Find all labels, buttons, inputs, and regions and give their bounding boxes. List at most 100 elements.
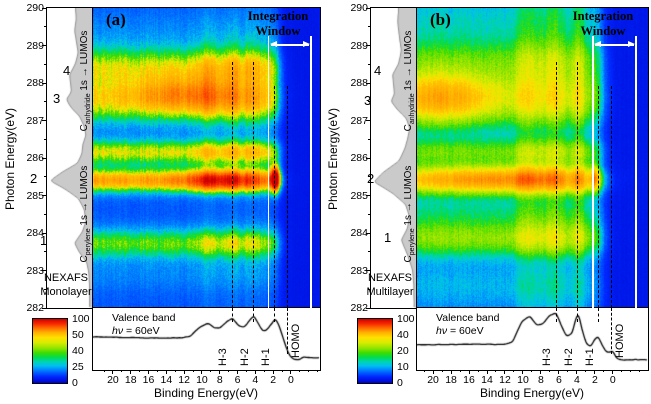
marker-line-map-b-H-2 — [577, 62, 579, 308]
x-tick-a-8 — [219, 370, 221, 374]
integration-window-left-line-a — [267, 36, 270, 308]
x-tick-label-a-12: 12 — [178, 374, 190, 386]
y-tick-b-288.5 — [368, 63, 371, 65]
integration-window-line2-b: Window — [580, 24, 626, 38]
marker-label-a-HOMO: HOMO — [289, 323, 302, 358]
marker-label-b-H-3: H-3 — [541, 348, 554, 366]
integration-window-title-a: Integration Window — [232, 9, 324, 39]
transition-label-a-perylene: Cperylene 1s → LUMOs — [79, 149, 93, 279]
integration-window-left-line-b — [592, 36, 594, 308]
y-tick-b-282 — [366, 307, 371, 309]
valence-band-curve-a — [93, 308, 320, 370]
colorbar-label-b-10: 10 — [397, 361, 409, 373]
x-tick-b-2 — [594, 370, 596, 374]
transition-suffix: 1s → LUMOs — [403, 165, 414, 229]
y-tick-a-286.5 — [44, 138, 47, 140]
x-tick-b-6 — [558, 370, 560, 374]
x-tick-a-13 — [174, 370, 176, 372]
x-tick-b-3 — [585, 370, 587, 372]
transition-prefix: C — [79, 124, 90, 132]
nexafs-strip-a — [46, 7, 93, 309]
marker-label-b-H-1: H-1 — [583, 348, 596, 366]
valence-band-panel-b — [416, 307, 649, 371]
x-tick-b-19 — [441, 370, 443, 372]
integration-window-line1-b: Integration — [572, 9, 634, 23]
valence-band-curve-b — [417, 308, 648, 370]
x-tick-b-7 — [549, 370, 551, 372]
colorbar-label-b-100: 100 — [397, 313, 415, 325]
marker-line-vb-a-H-1 — [274, 308, 276, 322]
x-tick-a--1 — [299, 370, 301, 372]
arrow-left-icon-a — [269, 41, 277, 47]
transition-label-a-anhydride: Canhydride 1s → LUMOs — [79, 16, 93, 146]
marker-line-map-a-HOMO — [287, 86, 289, 308]
integration-window-line1-a: Integration — [247, 9, 309, 23]
integration-window-line2-a: Window — [255, 24, 301, 38]
sample-caption-b: Multilayer — [366, 286, 414, 298]
y-tick-label-a-289: 289 — [26, 39, 44, 52]
transition-subscript: perylene — [85, 228, 92, 256]
nexafs-curve-b — [371, 8, 417, 308]
y-tick-label-b-284: 284 — [350, 227, 368, 239]
x-tick-label-b-10: 10 — [517, 374, 529, 386]
x-tick-a-7 — [228, 370, 230, 372]
panel-label-a: (a) — [106, 10, 126, 29]
colorbar-b — [357, 318, 393, 384]
arrow-left-icon-b — [594, 41, 602, 47]
marker-line-vb-a-H-2 — [253, 308, 255, 322]
integration-window-title-b: Integration Window — [557, 9, 649, 39]
y-tick-a-290 — [42, 7, 47, 9]
y-tick-a-283 — [42, 270, 47, 271]
respes-map-b — [416, 7, 649, 309]
x-tick-a-4 — [254, 370, 256, 374]
x-tick-a-21 — [103, 370, 105, 372]
y-tick-b-283.5 — [368, 251, 371, 253]
arrow-right-icon-b — [628, 41, 636, 47]
x-tick-b-5 — [567, 370, 569, 372]
y-tick-label-a-282: 282 — [26, 302, 44, 314]
x-tick-label-b-20: 20 — [427, 374, 439, 386]
nexafs-peak-label-b-4: 4 — [374, 62, 382, 78]
respes-heatmap-a — [93, 8, 320, 308]
x-tick-a-16 — [148, 370, 150, 374]
marker-line-vb-a-H-3 — [231, 308, 233, 322]
colorbar-label-b-40: 40 — [397, 329, 409, 341]
respes-map-a — [92, 7, 321, 309]
x-tick-label-b-14: 14 — [481, 374, 493, 386]
nexafs-caption-a: NEXAFS — [43, 272, 88, 284]
binding-energy-axis-label-a: Binding Energy(eV) — [153, 386, 259, 400]
sample-caption-a: Monolayer — [40, 286, 92, 298]
nexafs-caption-b: NEXAFS — [367, 272, 412, 284]
x-tick-b-0 — [612, 370, 614, 374]
marker-line-vb-a-HOMO — [287, 308, 289, 354]
transition-label-b-perylene: Cperylene 1s → LUMOs — [403, 149, 417, 279]
transition-prefix: C — [403, 255, 414, 263]
marker-line-map-b-HOMO — [611, 86, 613, 308]
colorbar-a — [32, 318, 68, 384]
transition-label-b-anhydride: Canhydride 1s → LUMOs — [403, 16, 417, 146]
photon-energy-caption-b: hν = 60eV — [436, 325, 484, 337]
x-tick-b-16 — [468, 370, 470, 374]
transition-subscript: anhydride — [409, 93, 416, 125]
x-tick-a-12 — [183, 370, 185, 374]
x-tick-label-b-4: 4 — [573, 374, 580, 386]
y-tick-label-b-288: 288 — [350, 77, 368, 89]
x-tick-a-6 — [237, 370, 239, 374]
binding-energy-axis-label-b: Binding Energy(eV) — [479, 386, 585, 400]
colorbar-label-a-40: 40 — [72, 345, 84, 357]
integration-window-right-line-b — [635, 36, 637, 308]
y-tick-b-284.5 — [368, 213, 371, 215]
transition-suffix: 1s → LUMOs — [79, 30, 90, 94]
x-tick-b-20 — [432, 370, 434, 374]
x-tick-a-15 — [156, 370, 158, 372]
y-tick-label-b-290: 290 — [350, 2, 368, 14]
colorbar-label-b-20: 20 — [397, 345, 409, 357]
x-tick-label-a-18: 18 — [124, 374, 137, 386]
colorbar-label-a-100: 100 — [72, 313, 90, 325]
y-tick-label-b-289: 289 — [350, 39, 368, 52]
x-tick-label-a-6: 6 — [234, 374, 241, 386]
photon-energy-caption-a: hν = 60eV — [112, 325, 160, 337]
x-tick-a-3 — [263, 370, 265, 372]
x-tick-a-17 — [139, 370, 141, 372]
